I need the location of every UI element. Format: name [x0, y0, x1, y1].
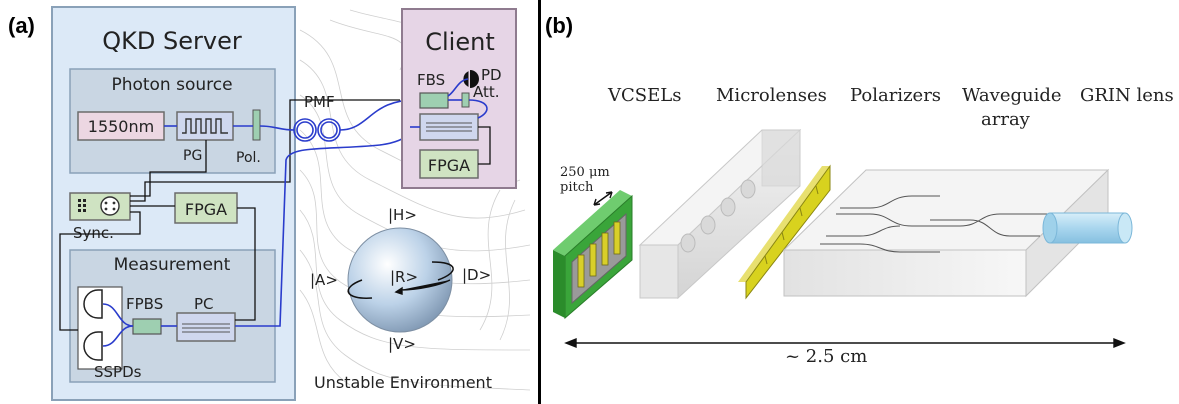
- pitch-label-2: pitch: [560, 180, 594, 195]
- pitch-label-1: 250 μm: [560, 165, 610, 180]
- fpbs-label: FPBS: [126, 295, 163, 313]
- bloch-equator-arrow-right: [431, 261, 454, 281]
- panel-b-tag: (b): [545, 13, 573, 38]
- fbs-label: FBS: [417, 71, 445, 89]
- electrical-wires: [59, 99, 400, 331]
- bloch-center-arrow: [394, 279, 451, 295]
- environment-contours: [299, 9, 531, 391]
- state-d-label: |D>: [462, 266, 491, 284]
- panel-a: (a) QKD Server Photon source 1550nm PG P…: [8, 6, 531, 401]
- laser-1550nm-label: 1550nm: [88, 117, 154, 136]
- pc-inner-lines: [182, 323, 230, 333]
- state-r-label: |R>: [390, 268, 418, 286]
- measurement-title: Measurement: [114, 255, 231, 275]
- waveguide-label-1: Waveguide: [962, 85, 1062, 106]
- vcsels-label: VCSELs: [607, 85, 681, 106]
- vcsel-array: [553, 190, 633, 320]
- waveguide-label-2: array: [981, 109, 1031, 130]
- pd-label: PD: [481, 66, 502, 84]
- att-label: Att.: [473, 83, 500, 101]
- qkd-server-title: QKD Server: [102, 27, 242, 55]
- fpbs-element: [132, 318, 162, 335]
- pol-label: Pol.: [236, 150, 261, 166]
- pc-label: PC: [194, 295, 214, 313]
- grin-lens-label: GRIN lens: [1080, 85, 1174, 106]
- polarizers-label: Polarizers: [850, 85, 941, 106]
- sspd-detector-top-icon: [83, 289, 103, 319]
- fiber-sspd-bottom: [102, 325, 134, 347]
- bloch-equator-arrow-left: [347, 279, 373, 299]
- sync-connector-icon: [78, 196, 120, 216]
- client-wire: [478, 126, 491, 165]
- panel-divider: [538, 0, 541, 404]
- state-a-label: |A>: [310, 271, 338, 289]
- fiber-pol-to-pmf: [259, 125, 295, 131]
- fiber-sspd-top: [102, 303, 134, 327]
- fbs-element: [419, 92, 449, 109]
- laser-1550nm-box: [77, 111, 165, 141]
- server-fpga-box: [174, 192, 238, 224]
- pd-semicircle: [470, 70, 479, 88]
- server-fpga-label: FPGA: [185, 200, 227, 219]
- length-label: ~ 2.5 cm: [785, 346, 867, 367]
- polarizer-element: [252, 109, 261, 141]
- client-modulator-lines: [426, 122, 472, 132]
- length-arrow: [564, 337, 1126, 349]
- state-h-label: |H>: [388, 206, 417, 224]
- client-fibers: [410, 78, 488, 128]
- panel-b: (b) VCSELs Microlenses Polarizers Wavegu…: [545, 13, 1174, 367]
- sync-label: Sync.: [73, 224, 114, 242]
- client-title: Client: [425, 28, 494, 56]
- pmf-label: PMF: [304, 93, 335, 111]
- panel-a-tag: (a): [8, 13, 35, 38]
- polarizer-strip: [738, 164, 831, 300]
- microlenses-label: Microlenses: [716, 85, 827, 106]
- photon-source-title: Photon source: [111, 75, 232, 95]
- pitch-arrow-icon: [593, 191, 613, 206]
- client-fpga-box: [419, 149, 479, 179]
- sspds-label: SSPDs: [94, 363, 142, 381]
- attenuator-element: [461, 92, 470, 108]
- sspd-detector-bottom-icon: [83, 331, 103, 361]
- client-fpga-label: FPGA: [428, 156, 470, 175]
- pulse-train-icon: [182, 118, 228, 134]
- waveguide-channels: [820, 195, 1060, 253]
- microlens-block: [638, 128, 802, 300]
- pc-element: [176, 312, 236, 342]
- pg-label: PG: [183, 148, 202, 164]
- grin-lens: [1042, 212, 1133, 244]
- state-v-label: |V>: [388, 335, 416, 353]
- unstable-environment-label: Unstable Environment: [314, 373, 492, 392]
- bloch-sphere: [347, 227, 453, 333]
